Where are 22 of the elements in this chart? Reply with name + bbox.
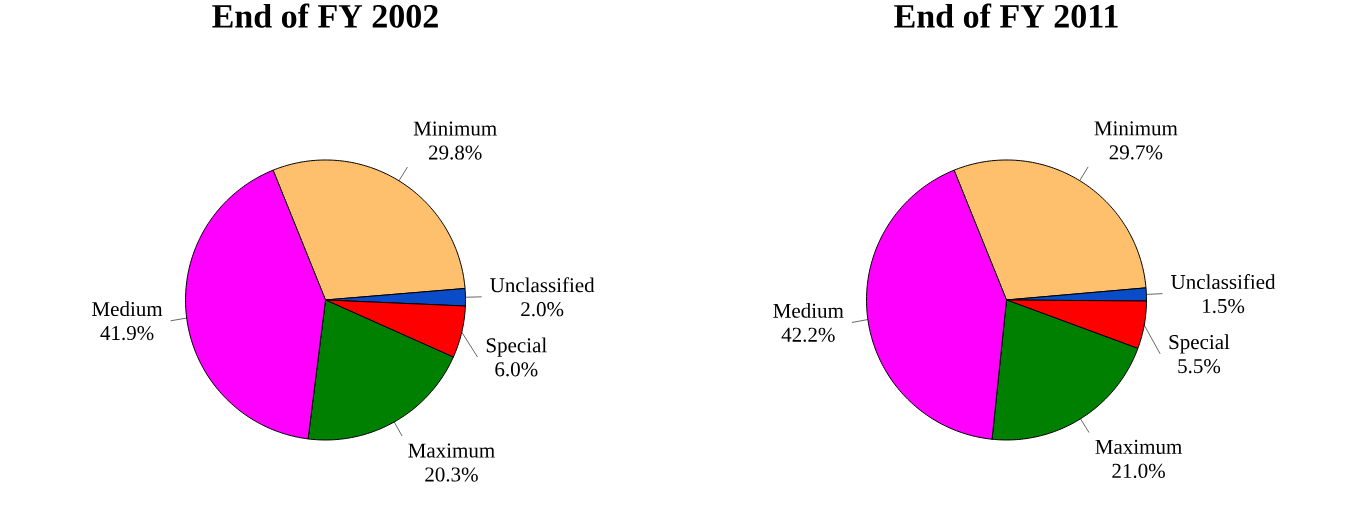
slice-label: Unclassified	[1171, 274, 1276, 290]
data-label: 5.5%	[1178, 358, 1221, 374]
data-label: 42.2%	[781, 327, 835, 342]
slice-label: Minimum	[413, 121, 497, 136]
slice-label: Minimum	[1094, 121, 1178, 136]
chart-title: End of FY 2011	[894, 3, 1118, 28]
data-label: 20.3%	[425, 467, 478, 482]
slice-label: Special	[486, 337, 547, 357]
data-label: 29.7%	[1109, 145, 1163, 160]
data-label: 6.0%	[495, 362, 538, 377]
data-label: 1.5%	[1203, 298, 1245, 314]
slice-label: Unclassified	[490, 277, 595, 293]
data-label: 29.8%	[428, 145, 482, 160]
slice-label: Medium	[773, 303, 844, 318]
data-label: 41.9%	[100, 325, 154, 341]
chart-title: End of FY 2002	[212, 3, 438, 28]
slice-label: Maximum	[408, 443, 495, 458]
slice-label: Medium	[92, 301, 163, 317]
slice-label: Special	[1169, 334, 1230, 354]
slice-label: Maximum	[1095, 439, 1182, 454]
data-label: 21.0%	[1112, 463, 1165, 479]
data-label: 2.0%	[521, 302, 564, 317]
